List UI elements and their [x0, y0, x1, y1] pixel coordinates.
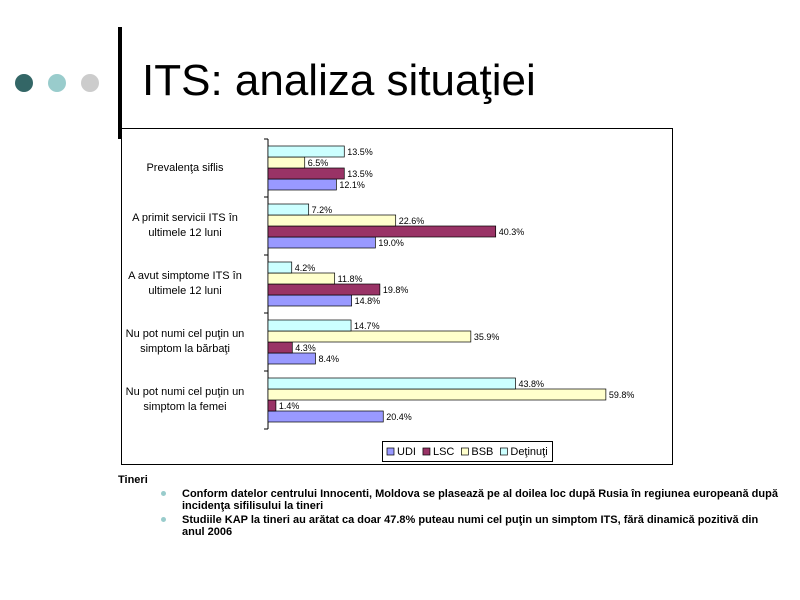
notes-heading: Tineri	[118, 474, 148, 486]
bar	[267, 283, 381, 296]
category-label: A primit servicii ITS în ultimele 12 lun…	[132, 212, 238, 239]
bar	[267, 225, 497, 238]
value-label: 59.8%	[609, 390, 635, 400]
slide-title: ITS: analiza situaţiei	[142, 56, 536, 105]
bar	[267, 377, 516, 390]
bar	[267, 352, 316, 365]
legend-label: LSC	[433, 446, 454, 458]
bullet: Studiile KAP la tineri au arătat ca doar…	[161, 514, 778, 538]
legend-swatch	[461, 447, 469, 456]
bar	[267, 399, 277, 412]
value-label: 8.4%	[318, 354, 339, 364]
value-label: 22.6%	[399, 216, 425, 226]
bar	[267, 145, 345, 158]
value-label: 20.4%	[386, 412, 412, 422]
value-label: 11.8%	[338, 274, 363, 284]
bar	[267, 294, 352, 307]
bar	[267, 410, 384, 423]
value-label: 43.8%	[518, 379, 544, 389]
value-label: 14.7%	[354, 321, 380, 331]
value-label: 35.9%	[474, 332, 500, 342]
legend-label: UDI	[397, 446, 416, 458]
bar	[267, 272, 336, 285]
bar	[267, 203, 310, 216]
notes: Tineri Conform datelor centrului Innocen…	[118, 474, 778, 540]
bar	[267, 167, 345, 180]
bar	[267, 236, 376, 249]
legend-label: BSB	[471, 446, 493, 458]
category-label: Nu pot numi cel puţin un simptom la bărb…	[125, 328, 245, 355]
bar	[267, 214, 397, 227]
value-label: 7.2%	[312, 205, 333, 215]
bullet: Conform datelor centrului Innocenti, Mol…	[161, 488, 778, 512]
value-label: 4.2%	[295, 263, 316, 273]
value-label: 12.1%	[339, 180, 365, 190]
decor-dot	[15, 74, 33, 92]
value-label: 19.8%	[383, 285, 409, 295]
legend-swatch	[500, 447, 508, 456]
bar	[267, 156, 306, 169]
bar	[267, 319, 352, 332]
bar	[267, 341, 293, 354]
value-label: 13.5%	[347, 169, 373, 179]
bar	[267, 330, 472, 343]
decor-bar	[118, 27, 122, 139]
legend-label: Deţinuţi	[510, 446, 547, 458]
decor-dot	[81, 74, 99, 92]
value-label: 4.3%	[295, 343, 316, 353]
value-label: 1.4%	[279, 401, 300, 411]
value-label: 14.8%	[355, 296, 381, 306]
value-label: 40.3%	[499, 227, 525, 237]
value-label: 6.5%	[308, 158, 329, 168]
legend-swatch	[422, 447, 431, 456]
chart-frame	[121, 128, 673, 465]
category-label: Prevalenţa siflis	[146, 161, 224, 174]
decor-dot	[48, 74, 66, 92]
bar	[267, 388, 607, 401]
bar	[267, 178, 337, 191]
bar	[267, 261, 293, 274]
value-label: 19.0%	[378, 238, 404, 248]
legend-swatch	[386, 447, 395, 456]
value-label: 13.5%	[347, 147, 373, 157]
category-label: Nu pot numi cel puţin un simptom la feme…	[125, 386, 245, 413]
category-label: A avut simptome ITS în ultimele 12 luni	[128, 270, 242, 297]
bullet-list: Conform datelor centrului Innocenti, Mol…	[118, 488, 778, 538]
